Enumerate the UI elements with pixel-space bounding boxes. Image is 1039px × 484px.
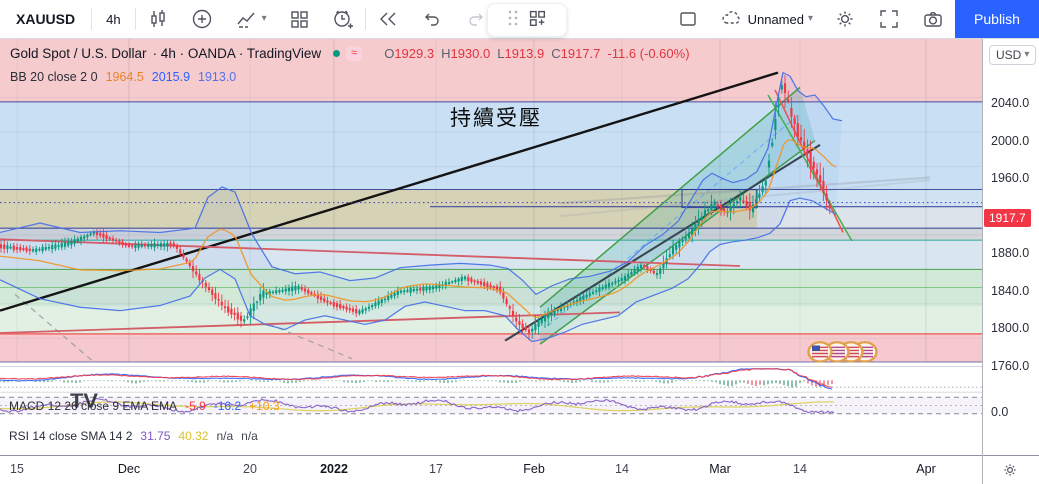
currency-label: USD	[996, 48, 1022, 62]
toolbar-left-group: XAUUSD 4h ▾	[0, 0, 498, 38]
price-tick-1: 2000.0	[991, 133, 1030, 148]
add-widget-icon[interactable]	[526, 7, 548, 34]
axis-settings-gear-icon[interactable]	[1001, 461, 1019, 484]
time-tick-5: Feb	[523, 462, 545, 476]
plus-circle-icon	[190, 7, 214, 31]
time-tick-3: 2022	[320, 462, 348, 476]
chart-settings-button[interactable]	[823, 0, 867, 38]
currency-selector[interactable]: USD ▾	[989, 45, 1037, 65]
undo-icon	[420, 7, 444, 31]
candlestick-icon	[146, 7, 170, 31]
chevron-down-icon: ▾	[261, 13, 267, 24]
alert-button[interactable]	[321, 0, 365, 38]
price-tick-4: 1840.0	[991, 283, 1030, 298]
svg-text:TV: TV	[70, 390, 98, 412]
chevron-down-icon: ▾	[807, 13, 813, 24]
time-tick-2: 20	[243, 462, 257, 476]
cloud-save-menu[interactable]: Unnamed ▾	[710, 0, 823, 38]
chart-canvas[interactable]: TV	[0, 38, 982, 455]
layout-grid-button[interactable]	[277, 0, 321, 38]
redo-button[interactable]	[454, 0, 498, 38]
redo-icon	[464, 7, 488, 31]
camera-icon	[921, 7, 945, 31]
last-price-badge: 1917.7	[984, 208, 1031, 227]
time-tick-7: Mar	[709, 462, 731, 476]
compare-add-button[interactable]	[180, 0, 224, 38]
indicators-button[interactable]: ▾	[224, 0, 277, 38]
interval-button[interactable]: 4h	[106, 11, 121, 27]
grid-icon	[287, 7, 311, 31]
undo-button[interactable]	[410, 0, 454, 38]
bar-replay-button[interactable]	[366, 0, 410, 38]
price-tick-5: 1800.0	[991, 321, 1030, 335]
price-tick-6: 1760.0	[991, 358, 1030, 373]
alarm-clock-plus-icon	[331, 7, 355, 31]
fullscreen-button[interactable]	[867, 0, 911, 38]
price-axis[interactable]: USD ▾ 0.0 2040.0 2000.0 1960.0 1880.0 1840.0…	[982, 38, 1039, 455]
price-tick-2: 1960.0	[991, 171, 1030, 185]
layout-select-button[interactable]	[666, 0, 710, 38]
cloud-icon	[720, 7, 744, 31]
time-tick-0: 15	[10, 462, 24, 476]
divider	[91, 8, 93, 30]
top-toolbar: XAUUSD 4h ▾	[0, 0, 1039, 39]
time-tick-6: 14	[615, 462, 629, 476]
square-layout-icon	[676, 7, 700, 31]
publish-button[interactable]: Publish	[955, 0, 1039, 38]
indicators-icon	[234, 7, 258, 31]
floating-toolbar[interactable]	[487, 3, 567, 37]
rewind-icon	[376, 7, 400, 31]
macd-zero-tick: 0.0	[991, 405, 1009, 419]
toolbar-right-group: Unnamed ▾ Publish	[666, 0, 1039, 38]
time-tick-1: Dec	[117, 462, 141, 476]
gear-icon	[833, 7, 857, 31]
time-tick-8: 14	[793, 462, 807, 476]
time-axis[interactable]: 15 Dec 20 2022 17 Feb 14 Mar 14 Apr	[0, 455, 1039, 484]
fullscreen-icon	[877, 7, 901, 31]
price-chart-svg: TV	[0, 38, 982, 421]
symbol-button[interactable]: XAUUSD	[16, 11, 76, 27]
candle-style-button[interactable]	[136, 0, 180, 38]
layout-name-label: Unnamed	[747, 11, 804, 27]
drag-handle-icon[interactable]	[506, 8, 520, 33]
time-tick-4: 17	[429, 462, 443, 476]
snapshot-button[interactable]	[911, 0, 955, 38]
time-tick-9: Apr	[916, 462, 936, 476]
price-tick-3: 1880.0	[991, 246, 1030, 260]
chevron-down-icon: ▾	[1024, 49, 1030, 60]
price-tick-0: 2040.0	[991, 96, 1030, 110]
axis-divider	[982, 38, 983, 484]
divider	[364, 8, 366, 30]
divider	[134, 8, 136, 30]
